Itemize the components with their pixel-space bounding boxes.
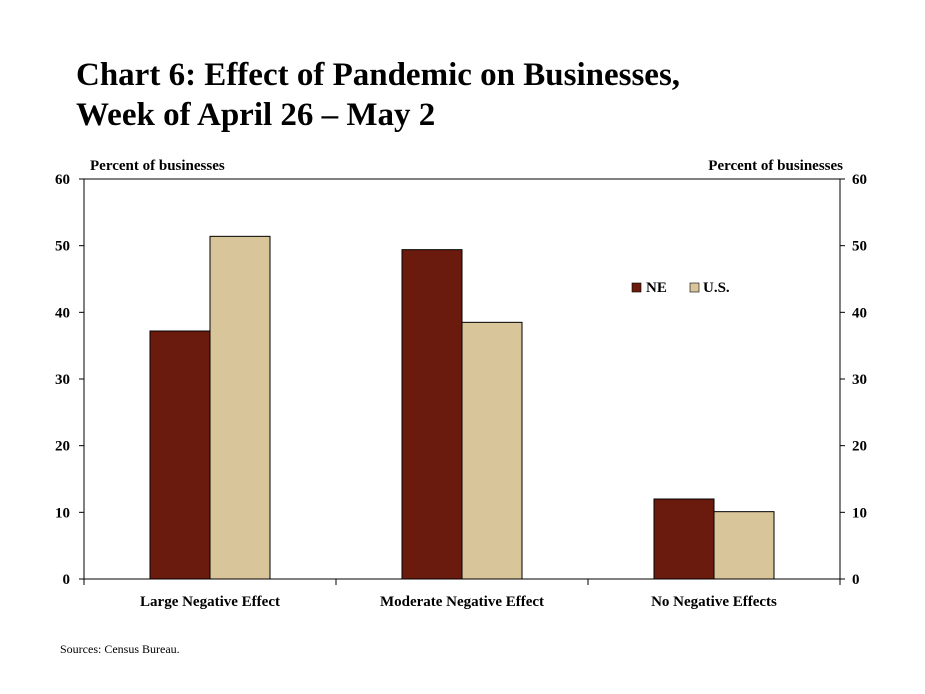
y-tick-label-right: 20	[852, 439, 867, 455]
bar-us-2	[713, 511, 775, 580]
y-tick-label-left: 40	[55, 305, 70, 321]
source-note: Sources: Census Bureau.	[60, 642, 180, 656]
chart-title-line-1: Chart 6: Effect of Pandemic on Businesse…	[76, 57, 681, 93]
bar-ne-1	[401, 249, 463, 580]
bar-ne-0	[149, 330, 211, 580]
y-tick-label-right: 0	[852, 572, 860, 588]
y-tick-label-left: 50	[55, 239, 70, 255]
legend-swatch-us	[689, 282, 700, 293]
bar-ne-2	[653, 498, 715, 580]
bar-us-1	[461, 321, 523, 580]
y-tick-label-right: 50	[852, 239, 867, 255]
legend: NE U.S.	[631, 280, 730, 296]
y-tick-label-right: 60	[852, 172, 867, 188]
x-tick-label: Large Negative Effect	[140, 594, 280, 610]
bar-us-0	[209, 235, 271, 580]
y-tick-label-left: 0	[63, 572, 71, 588]
y-tick-label-right: 10	[852, 505, 867, 521]
legend-label-us: U.S.	[703, 280, 730, 296]
y-tick-label-right: 30	[852, 372, 867, 388]
y-tick-label-right: 40	[852, 305, 867, 321]
y-tick-label-left: 20	[55, 439, 70, 455]
y-tick-label-left: 60	[55, 172, 70, 188]
legend-label-ne: NE	[646, 280, 667, 296]
y-tick-label-left: 30	[55, 372, 70, 388]
chart-title-line-2: Week of April 26 – May 2	[76, 97, 436, 133]
chart-title: Chart 6: Effect of Pandemic on Businesse…	[76, 55, 680, 135]
y-axis-label-left: Percent of businesses	[90, 158, 225, 174]
y-axis-label-right: Percent of businesses	[708, 158, 843, 174]
x-tick-label: Moderate Negative Effect	[380, 594, 544, 610]
legend-swatch-ne	[631, 282, 642, 293]
y-tick-label-left: 10	[55, 505, 70, 521]
x-tick-label: No Negative Effects	[651, 594, 777, 610]
